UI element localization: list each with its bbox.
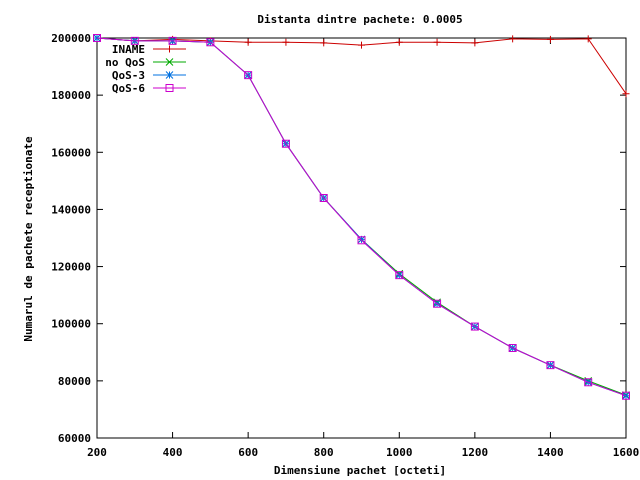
x-tick-label: 1400 bbox=[537, 446, 564, 459]
x-tick-label: 1200 bbox=[462, 446, 489, 459]
data-point bbox=[546, 361, 555, 370]
data-point bbox=[357, 235, 366, 244]
data-point bbox=[165, 58, 174, 66]
data-point bbox=[584, 35, 592, 43]
data-point bbox=[130, 36, 139, 45]
x-tick-label: 200 bbox=[87, 446, 107, 459]
legend-label: INAME bbox=[112, 43, 145, 56]
plot-frame bbox=[96, 37, 627, 439]
y-ticks: 60000 80000 100000 120000 140000 160000 180000… bbox=[51, 32, 626, 445]
data-point bbox=[206, 38, 215, 47]
data-point bbox=[433, 299, 442, 308]
data-point bbox=[166, 45, 173, 53]
data-point bbox=[282, 38, 290, 46]
y-tick-label: 120000 bbox=[51, 261, 91, 274]
data-point bbox=[433, 38, 441, 46]
y-tick-label: 100000 bbox=[51, 318, 91, 331]
legend-label: QoS-6 bbox=[112, 82, 145, 95]
data-point bbox=[168, 36, 177, 45]
series-qos-6 bbox=[93, 34, 630, 400]
x-tick-label: 800 bbox=[314, 446, 334, 459]
data-point bbox=[165, 71, 174, 79]
data-point bbox=[584, 378, 593, 387]
y-tick-label: 180000 bbox=[51, 89, 91, 102]
data-point bbox=[93, 34, 101, 42]
series-qos-3 bbox=[93, 34, 630, 400]
data-point bbox=[509, 35, 517, 43]
data-point bbox=[244, 38, 252, 46]
data-point bbox=[546, 35, 554, 43]
x-tick-label: 1000 bbox=[386, 446, 413, 459]
data-point bbox=[471, 39, 479, 47]
data-point bbox=[395, 38, 403, 46]
y-tick-label: 160000 bbox=[51, 146, 91, 159]
y-tick-label: 140000 bbox=[51, 203, 91, 216]
x-tick-label: 600 bbox=[238, 446, 258, 459]
data-point bbox=[508, 344, 517, 352]
data-point bbox=[165, 84, 174, 92]
series-line bbox=[96, 37, 627, 397]
series-no-qos bbox=[93, 34, 630, 399]
legend-label: no QoS bbox=[105, 56, 145, 69]
data-point bbox=[622, 90, 630, 98]
y-tick-label: 200000 bbox=[51, 32, 91, 45]
y-tick-label: 60000 bbox=[58, 432, 91, 445]
series-line bbox=[96, 37, 627, 397]
y-axis-label: Numarul de pachete receptionate bbox=[22, 136, 35, 342]
data-point bbox=[470, 322, 479, 331]
data-point bbox=[319, 194, 328, 202]
x-ticks: 200 400 600 800 1000 1200 1400 1600 bbox=[87, 38, 639, 459]
data-point bbox=[358, 41, 365, 49]
data-point bbox=[357, 236, 366, 245]
legend-label: QoS-3 bbox=[112, 69, 145, 82]
data-point bbox=[281, 139, 290, 148]
x-tick-label: 400 bbox=[163, 446, 183, 459]
data-point bbox=[244, 71, 253, 80]
data-point bbox=[622, 391, 630, 400]
y-tick-label: 80000 bbox=[58, 375, 91, 388]
chart-title: Distanta dintre pachete: 0.0005 bbox=[257, 13, 462, 26]
data-point bbox=[395, 271, 404, 280]
series-line bbox=[96, 37, 627, 396]
series-layer bbox=[93, 34, 630, 400]
data-point bbox=[320, 39, 328, 47]
x-tick-label: 1600 bbox=[613, 446, 640, 459]
x-axis-label: Dimensiune pachet [octeti] bbox=[274, 464, 446, 477]
